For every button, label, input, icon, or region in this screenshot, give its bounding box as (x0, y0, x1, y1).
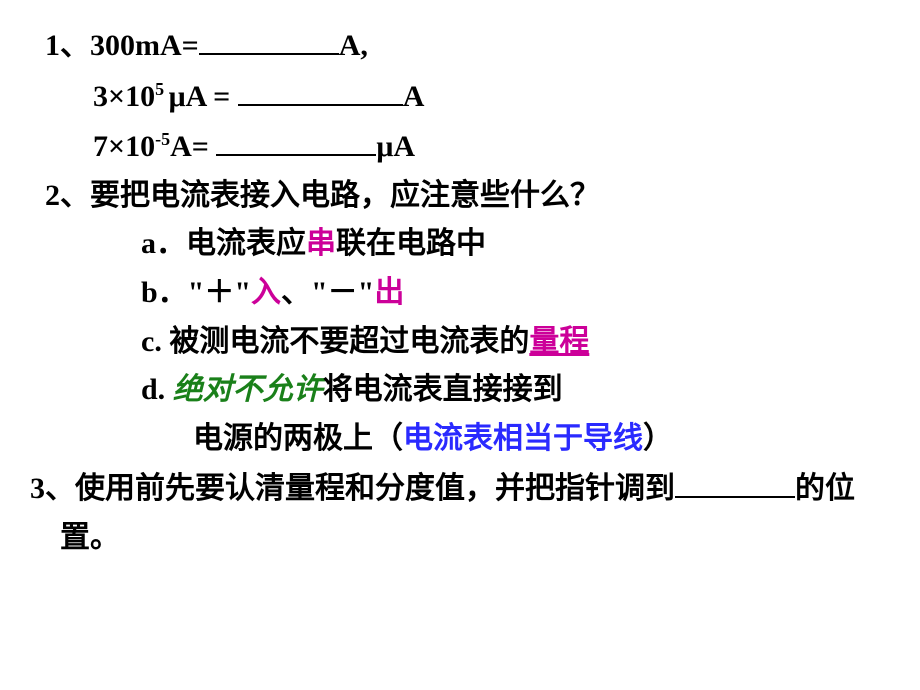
q1-line1-tail: A, (339, 29, 368, 62)
q1-line2-tail: A (403, 80, 425, 113)
q1-line2-pre: 3×10 (93, 80, 155, 113)
q1-line2-mid: μA = (169, 80, 238, 113)
q3-blank (675, 463, 795, 498)
q1-line1-lead: 1、300mA= (45, 29, 199, 62)
q2-d2-post: ） (643, 422, 673, 455)
q2-b: b．"＋"入、"－"出 (45, 269, 875, 318)
q2-c-em: 量程 (529, 325, 589, 358)
q1-line2-sup: 5 (155, 79, 169, 99)
q1-blank3 (216, 121, 376, 156)
q1-line3-mid: A= (170, 130, 216, 163)
q2-b-em1: 入 (251, 276, 281, 309)
q2-d-pre: d. (141, 373, 173, 406)
q1-blank1 (199, 20, 339, 55)
q2-d2-blue: 电流表相当于导线 (403, 422, 643, 455)
q3-pre: 3、使用前先要认清量程和分度值，并把指针调到 (30, 472, 675, 505)
q2-d-post: 将电流表直接接到 (323, 373, 563, 406)
q2-c: c. 被测电流不要超过电流表的量程 (45, 318, 875, 367)
q1-line3-pre: 7×10 (93, 130, 155, 163)
q2-b-em2: 出 (374, 276, 404, 309)
q1-line3-tail: μA (376, 130, 415, 163)
q2-prompt: 2、要把电流表接入电路，应注意些什么？ (45, 172, 875, 221)
q2-d-em: 绝对不允许 (173, 373, 323, 406)
q1-line1: 1、300mA= A, (45, 20, 875, 71)
q2-c-pre: c. 被测电流不要超过电流表的 (141, 325, 529, 358)
q2-b-pre: b．"＋" (141, 276, 251, 309)
document-page: 1、300mA= A, 3×105 μA = A 7×10-5A= μA 2、要把… (0, 0, 920, 583)
q2-d-line2: 电源的两极上（电流表相当于导线） (45, 415, 875, 464)
q2-a-em: 串 (306, 227, 336, 260)
q2-d-line1: d. 绝对不允许将电流表直接接到 (45, 366, 875, 415)
q2-a-post: 联在电路中 (336, 227, 486, 260)
q2-d2-pre: 电源的两极上（ (193, 422, 403, 455)
q1-blank2 (238, 71, 403, 106)
q1-line3-sup: -5 (155, 129, 170, 149)
q1-line3: 7×10-5A= μA (45, 121, 875, 172)
q2-b-mid: 、"－" (281, 276, 374, 309)
q1-line2: 3×105 μA = A (45, 71, 875, 122)
q2-a: a．电流表应串联在电路中 (45, 220, 875, 269)
q3: 3、使用前先要认清量程和分度值，并把指针调到的位置。 (45, 463, 880, 562)
q2-a-pre: a．电流表应 (141, 227, 306, 260)
